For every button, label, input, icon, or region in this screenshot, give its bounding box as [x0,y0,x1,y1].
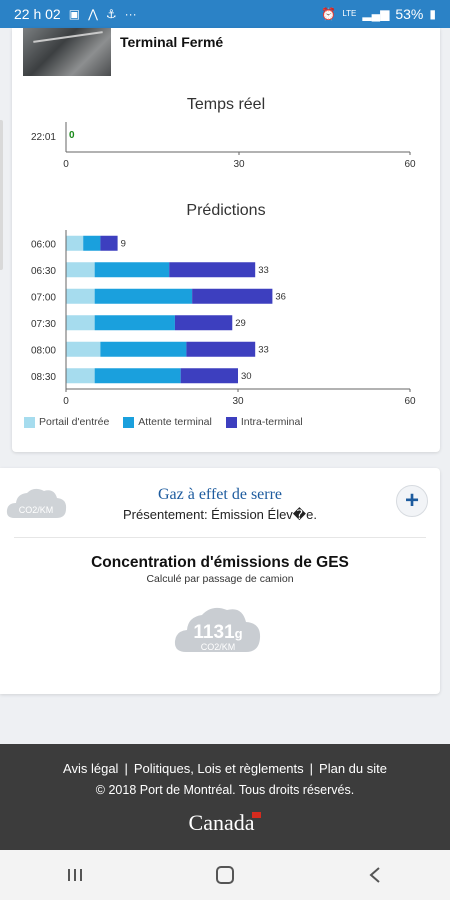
expand-button[interactable]: + [396,485,428,517]
bar-segment [66,262,95,278]
legend-swatch [123,416,135,428]
legend-item: Attente terminal [123,416,212,428]
legend-item: Portail d'entrée [24,416,109,428]
legend-label: Intra-terminal [240,416,303,428]
signal-icon: ▂▄▆ [362,7,390,21]
navigation-icon: ⋀ [88,7,98,21]
notification-icon: ⚓ [105,7,117,21]
battery-icon: ▮ [429,7,436,21]
bar-segment [66,341,101,357]
network-type: LTE [342,9,357,18]
predictions-legend: Portail d'entrée Attente terminal Intra-… [24,416,303,428]
predictions-title: Prédictions [186,202,266,219]
bar-total-label: 36 [275,291,286,302]
bar-total-label: 33 [258,265,269,276]
category-label: 07:30 [31,319,56,330]
terminal-card: Terminal Fermé Temps réel 22:01 0 0 30 6… [12,28,440,452]
legend-label: Attente terminal [138,416,212,428]
cloud-icon: CO2/KM [4,484,70,529]
category-label: 07:00 [31,292,56,303]
predictions-x-tick-label: 30 [232,396,244,404]
legend-swatch [225,416,237,428]
bar-total-label: 9 [121,238,126,249]
home-icon [216,866,234,884]
category-label: 08:30 [31,372,56,383]
back-icon [369,867,380,883]
predictions-chart: 06:00 9 06:30 33 07:00 36 07:30 29 08:00 33 08:30 3… [31,230,416,404]
bar-total-label: 29 [235,318,246,329]
bar-segment [180,368,238,384]
svg-text:1131g: 1131g [193,622,242,643]
bar-segment [66,235,84,251]
bar-segment [66,288,95,304]
footer-link-legal[interactable]: Avis légal [63,761,119,776]
predictions-x-tick-label: 60 [404,396,416,404]
status-time: 22 h 02 [14,6,61,22]
back-button[interactable] [355,860,395,890]
legend-label: Portail d'entrée [39,416,110,428]
cloud-label: CO2/KM [19,505,54,515]
realtime-x-tick-label: 30 [233,159,245,170]
bar-segment [192,288,273,304]
realtime-chart: 22:01 0 0 30 60 [31,122,416,170]
emission-label: CO2/KM [201,642,236,652]
footer-link-sitemap[interactable]: Plan du site [319,761,387,776]
emission-cloud: 1131g CO2/KM [172,600,264,665]
realtime-row-label: 22:01 [31,132,56,143]
bar-segment [94,288,193,304]
category-label: 06:30 [31,266,56,277]
bar-segment [100,235,118,251]
more-notifications-icon: ··· [124,7,137,21]
bar-segment [83,235,101,251]
bar-total-label: 33 [258,344,269,355]
alarm-icon: ⏰ [321,7,337,21]
bar-total-label: 30 [241,371,252,382]
legend-item: Intra-terminal [225,416,303,428]
legend-swatch [24,416,35,428]
realtime-x-tick-label: 60 [404,159,416,170]
terminal-camera-image[interactable] [23,28,111,76]
separator: | [124,761,128,776]
bar-segment [94,315,175,331]
bar-segment [174,315,233,331]
bar-segment [66,368,95,384]
concentration-subtitle: Calculé par passage de camion [146,573,294,585]
footer-copyright: © 2018 Port de Montréal. Tous droits rés… [95,783,355,797]
emission-unit: g [235,626,243,641]
emission-value: 1131 [193,622,235,643]
footer: Avis légal | Politiques, Lois et règlement… [0,744,450,850]
realtime-row-value: 0 [69,130,75,141]
recent-apps-icon [68,869,82,881]
separator: | [309,761,314,776]
divider [14,537,426,538]
flag-icon [252,812,262,818]
recent-apps-button[interactable] [55,860,95,890]
realtime-x-tick-label: 0 [63,159,69,170]
ges-card: CO2/KM Gaz à effet de serre Présentement… [0,468,440,694]
ges-subtitle: Présentement: Émission Élev�e. [123,507,317,522]
gallery-icon: ▣ [68,7,81,21]
android-nav-bar [0,850,450,900]
category-label: 08:00 [31,345,56,356]
home-button[interactable] [205,860,245,890]
concentration-title: Concentration d'émissions de GES [91,554,349,571]
wordmark-text: Canada [188,810,255,835]
battery-percent: 53% [395,6,424,22]
status-bar: 22 h 02 ▣ ⋀ ⚓ ··· ⏰ LTE ▂▄▆ 53% ▮ [0,0,450,28]
terminal-status: Terminal Fermé [120,34,224,50]
category-label: 06:00 [31,239,56,250]
bar-segment [100,341,187,357]
bar-segment [169,262,256,278]
predictions-x-tick-label: 0 [63,396,69,404]
bar-segment [66,315,95,331]
bar-segment [94,368,181,384]
drawer-handle[interactable] [0,120,3,270]
realtime-title: Temps réel [186,96,266,113]
ges-title: Gaz à effet de serre [157,486,283,503]
canada-wordmark-logo: Canada [0,810,450,836]
bar-segment [186,341,256,357]
footer-links: Avis légal | Politiques, Lois et règlement… [0,761,450,776]
bar-segment [94,262,170,278]
footer-link-policies[interactable]: Politiques, Lois et règlements [133,761,304,776]
